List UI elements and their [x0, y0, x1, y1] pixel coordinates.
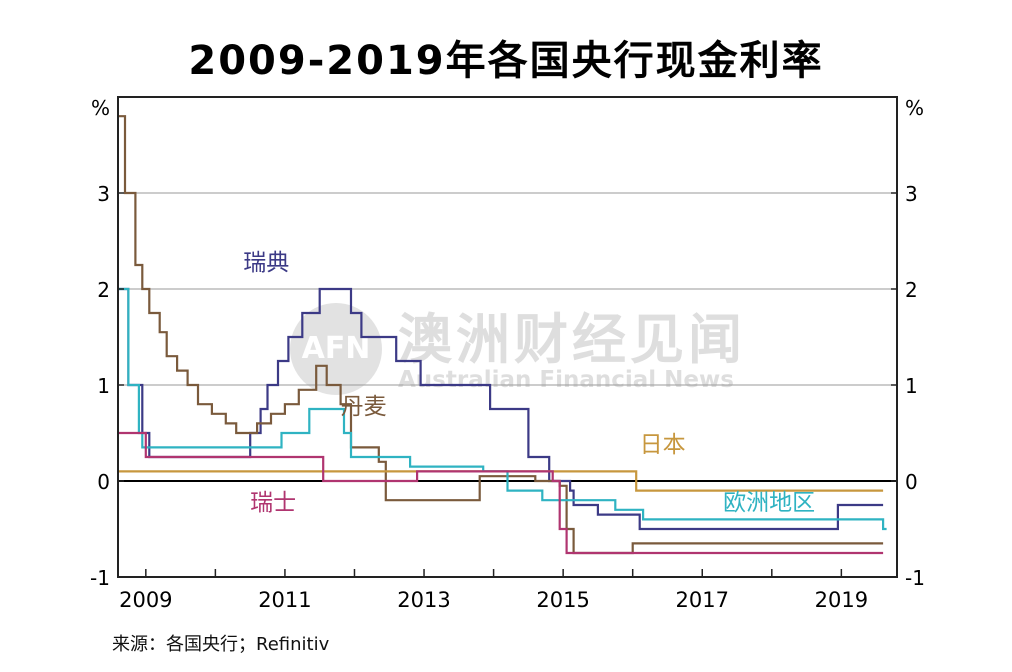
- series-label-2: 日本: [640, 432, 686, 458]
- y-tick-label-right: 2: [905, 278, 918, 302]
- y-tick-label-left: -1: [90, 566, 110, 590]
- series-line-4: [118, 431, 884, 555]
- y-unit-left: %: [91, 96, 110, 120]
- chart-title: 2009-2019年各国央行现金利率: [188, 38, 824, 84]
- y-tick-label-left: 0: [97, 470, 110, 494]
- y-tick-label-left: 2: [97, 278, 110, 302]
- y-tick-label-left: 1: [97, 374, 110, 398]
- y-tick-label-right: 0: [905, 470, 918, 494]
- x-tick-label: 2011: [258, 588, 311, 612]
- axis-layer: -1 -1 0 0 1 1 2 2 3 3% % 2009 2011 2013 2015 2017 2019: [90, 96, 925, 612]
- series-label-0: 瑞典: [243, 250, 289, 276]
- y-tick-label-left: 3: [97, 182, 110, 206]
- x-tick-label: 2009: [119, 588, 172, 612]
- series-label-3: 欧洲地区: [723, 490, 815, 516]
- series-label-4: 瑞士: [250, 490, 296, 516]
- y-tick-label-right: 1: [905, 374, 918, 398]
- series-label-1: 丹麦: [341, 394, 387, 420]
- watermark-en: Australian Financial News: [398, 367, 734, 393]
- y-unit-right: %: [905, 96, 924, 120]
- watermark-cn: 澳洲财经见闻: [398, 308, 746, 371]
- x-tick-label: 2013: [397, 588, 450, 612]
- series-line-0: [118, 287, 884, 531]
- series-line-1: [118, 115, 884, 555]
- x-tick-label: 2015: [536, 588, 589, 612]
- series-line-2: [118, 470, 884, 492]
- x-tick-label: 2017: [676, 588, 729, 612]
- series-layer: [118, 115, 887, 555]
- x-tick-label: 2019: [815, 588, 868, 612]
- source-note: 来源：各国央行；Refinitiv: [112, 634, 330, 655]
- y-tick-label-right: -1: [905, 566, 925, 590]
- watermark-logo: AFN: [290, 303, 382, 395]
- plot-frame: [117, 96, 898, 578]
- y-tick-label-right: 3: [905, 182, 918, 206]
